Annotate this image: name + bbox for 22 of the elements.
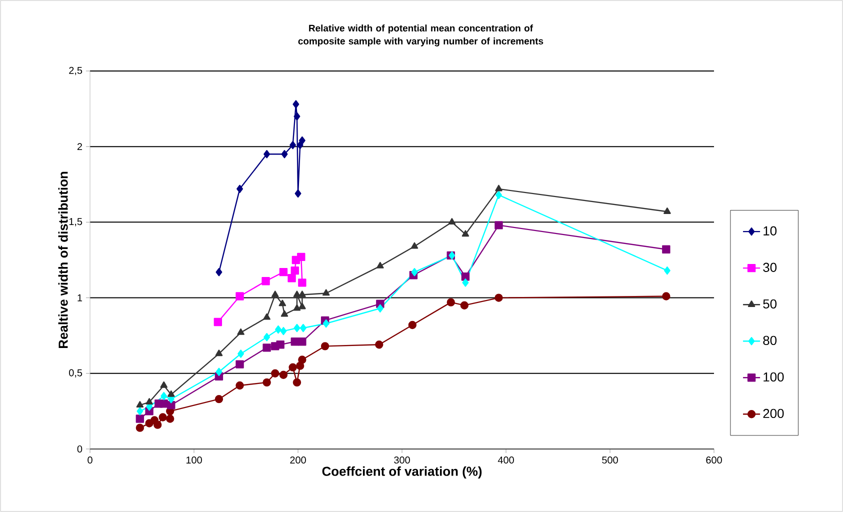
- legend-label: 200: [763, 408, 784, 418]
- chart-title: Relative width of potential mean concentration of composite sample with varying number of increments: [298, 24, 544, 46]
- legend-label: 30: [763, 262, 777, 272]
- x-tick-label: 600: [706, 456, 722, 464]
- x-tick-label: 200: [290, 456, 306, 464]
- y-tick-label: 1: [78, 294, 82, 302]
- legend-label: 100: [764, 372, 784, 382]
- x-tick-label: 500: [602, 456, 618, 464]
- y-tick-label: 0: [77, 445, 82, 453]
- y-tick-label: 1,5: [69, 218, 82, 226]
- y-axis-title: Realtive width of distribution: [58, 172, 68, 348]
- y-tick-label: 2: [77, 143, 82, 150]
- x-tick-label: 100: [186, 456, 202, 464]
- legend-label: 80: [763, 336, 777, 346]
- x-tick-label: 300: [394, 456, 410, 464]
- y-tick-label: 2,5: [69, 66, 82, 76]
- x-axis-title: Coeffcient of variation (%): [322, 466, 482, 478]
- legend-label: 50: [763, 299, 777, 308]
- x-tick-label: 400: [498, 456, 514, 464]
- x-tick-label: 0: [88, 456, 92, 464]
- legend-label: 10: [764, 226, 777, 236]
- y-tick-label: 0,5: [69, 369, 82, 378]
